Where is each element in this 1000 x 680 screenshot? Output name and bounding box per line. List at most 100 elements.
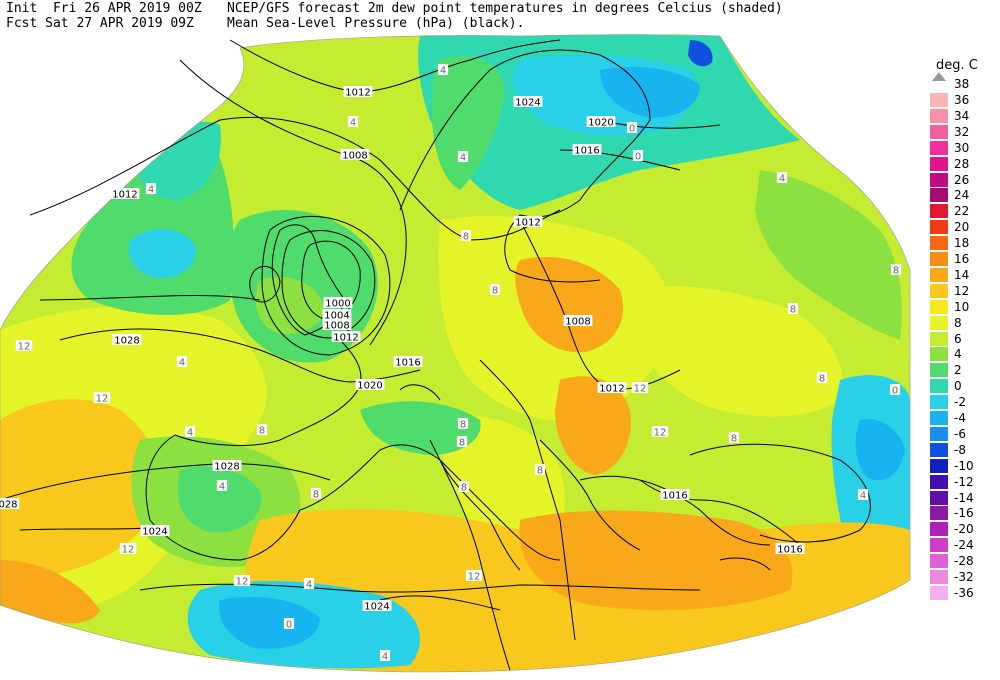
legend-swatch: [930, 299, 948, 314]
dewpoint-contour-label-bg: [465, 570, 483, 581]
legend-level: 30: [930, 140, 996, 156]
isobar-label-bg: [362, 600, 392, 611]
legend-label: -2: [954, 395, 966, 410]
legend-level: -12: [930, 474, 996, 490]
coastlines: [139, 49, 871, 593]
legend-swatch: [930, 506, 948, 521]
legend-swatch: [930, 93, 948, 107]
legend-label: -10: [954, 458, 974, 473]
legend-level: 20: [930, 219, 996, 235]
dewpoint-contour-label: 8: [731, 434, 737, 445]
dewpoint-contour-label: 0: [892, 386, 898, 397]
dewpoint-contour-label: 12: [468, 572, 481, 583]
legend-swatch: [930, 315, 948, 330]
dewpoint-contour-label-bg: [437, 64, 449, 75]
legend-label: -16: [954, 506, 974, 521]
legend-label: -4: [954, 411, 966, 425]
legend-label: -6: [954, 426, 966, 441]
isobar-label: 1012: [333, 333, 358, 344]
init-time: Init Fri 26 APR 2019 00Z: [6, 1, 202, 16]
isobar-label-bg: [393, 356, 423, 367]
isobar-label-bg: [110, 188, 140, 199]
legend-level: 2: [930, 362, 996, 378]
legend-swatch: [930, 188, 948, 203]
isobar-label-bg: [355, 379, 385, 390]
dewpoint-contour-label: 8: [492, 286, 498, 297]
legend-label: 16: [954, 252, 970, 266]
isobars: [0, 39, 801, 671]
legend-label: 4: [954, 347, 962, 362]
legend-label: 34: [954, 108, 970, 123]
isobar-label: 1008: [342, 151, 367, 162]
legend-level: -6: [930, 426, 996, 442]
dewpoint-contour-label: 12: [96, 394, 109, 405]
legend-label: 28: [954, 156, 970, 171]
legend-label: 22: [954, 204, 970, 219]
legend-swatch: [930, 283, 948, 298]
dewpoint-contour-label-bg: [145, 183, 157, 194]
isobar-label-bg: [322, 309, 352, 320]
dewpoint-contour-label: 8: [790, 305, 796, 316]
dewpoint-contour-label: 4: [187, 428, 193, 439]
dewpoint-contour-label-bg: [489, 284, 501, 295]
legend-label: 12: [954, 283, 970, 298]
legend-swatch: [930, 426, 948, 441]
legend-label: 20: [954, 220, 970, 235]
isobar-label: 1012: [599, 384, 624, 395]
isobar-label: 1024: [142, 527, 167, 538]
legend-level: -20: [930, 521, 996, 537]
legend-level: 28: [930, 156, 996, 172]
dewpoint-contour-label-bg: [233, 575, 251, 586]
dewpoint-contour-label: 12: [18, 342, 31, 353]
isobar-label-bg: [323, 297, 353, 308]
legend-level: 22: [930, 203, 996, 219]
legend-swatch: [930, 140, 948, 155]
isobar-label: 028: [0, 500, 18, 511]
legend-level: -2: [930, 394, 996, 410]
legend-level: -8: [930, 442, 996, 458]
dewpoint-contour-label-bg: [458, 481, 470, 492]
legend-label: -14: [954, 490, 974, 505]
legend-swatch: [930, 458, 948, 473]
legend-level: 34: [930, 108, 996, 124]
isobar-label: 1008: [324, 321, 349, 332]
isobar-label: 1016: [395, 358, 420, 369]
dewpoint-contour-label-bg: [534, 464, 546, 475]
dewpoint-contour-label-bg: [184, 426, 196, 437]
isobar-label: 1000: [325, 299, 350, 310]
legend-level: 32: [930, 124, 996, 140]
dewpoint-contour-label-bg: [310, 488, 322, 499]
legend-level: -24: [930, 537, 996, 553]
dewpoint-contour-label-bg: [93, 392, 111, 403]
legend-label: 0: [954, 379, 962, 394]
legend-swatch: [930, 363, 948, 378]
dewpoint-labels: 4 4 4 0 4 0 4 8 8 4 8 12 12 8 4 12 8 8 12 8 4 8 12 12 0 4 8 8 4 12 8 0 8…: [15, 64, 902, 663]
dewpoint-contour-label: 8: [463, 232, 469, 243]
dewpoint-contour-label: 0: [286, 620, 292, 631]
legend-swatch: [930, 331, 948, 346]
dewpoint-contour-label-bg: [776, 172, 788, 183]
dewpoint-contour-label-bg: [303, 578, 315, 589]
isobar-label: 1016: [574, 146, 599, 157]
map-subtitle: Mean Sea-Level Pressure (hPa) (black).: [227, 16, 525, 31]
dewpoint-contour-label: 4: [350, 118, 356, 129]
legend-level: -32: [930, 569, 996, 585]
isobar-label-bg: [572, 144, 602, 155]
legend-label: 6: [954, 331, 962, 346]
dewpoint-contour-label: 12: [654, 428, 667, 439]
legend-top-label: 38: [954, 77, 970, 91]
dewpoint-contour-label: 8: [461, 483, 467, 494]
dewpoint-contour-label-bg: [632, 150, 644, 161]
legend-label: 26: [954, 172, 970, 187]
legend-swatch: [930, 490, 948, 505]
dewpoint-contour-label: 8: [893, 266, 899, 277]
dewpoint-contour-label: 4: [148, 185, 154, 196]
dewpoint-contour-label-bg: [857, 489, 869, 500]
legend-level: -4: [930, 410, 996, 426]
isobar-label-bg: [597, 382, 627, 393]
legend-level: 10: [930, 299, 996, 315]
map-boundary: [0, 34, 911, 673]
legend-level: 6: [930, 331, 996, 347]
dewpoint-shading: [0, 34, 910, 672]
isobar-label: 1012: [112, 190, 137, 201]
